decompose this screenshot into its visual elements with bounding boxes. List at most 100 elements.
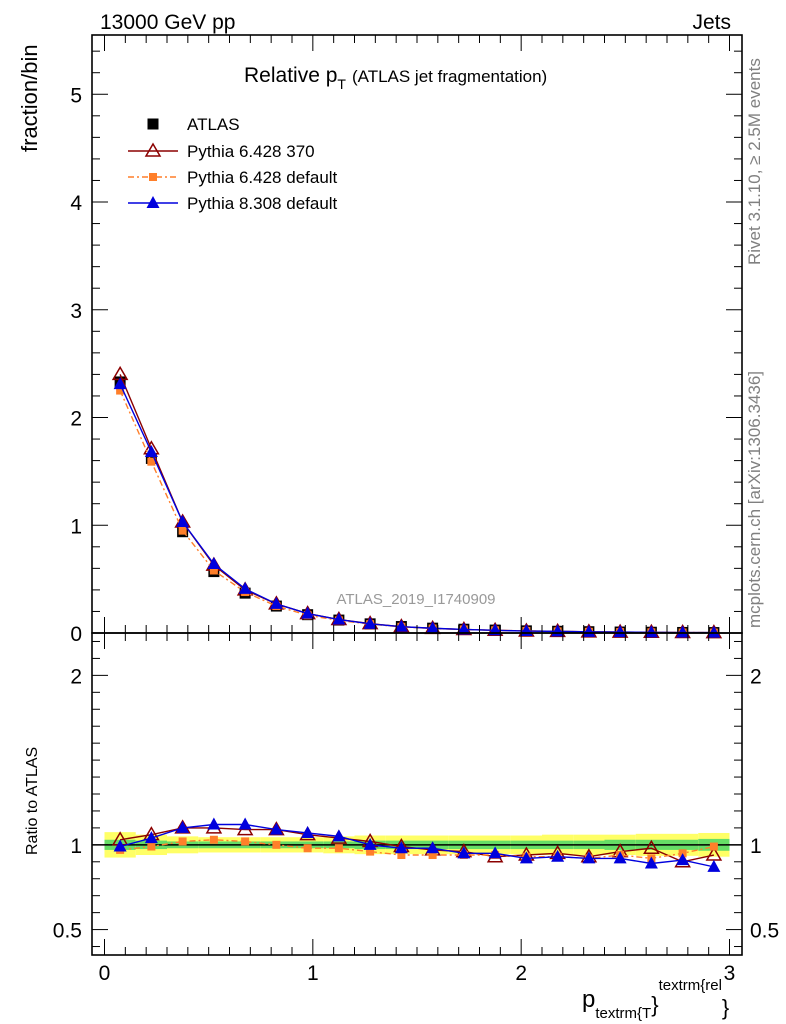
y-tick-label: 4 bbox=[70, 192, 82, 215]
data-point-pythia-6-428-default bbox=[178, 526, 187, 535]
legend-marker bbox=[144, 142, 162, 157]
ratio-line-pythia-6-428-default bbox=[120, 839, 715, 860]
legend-label: Pythia 8.308 default bbox=[187, 194, 338, 213]
data-point-pythia-8-308-default bbox=[269, 596, 283, 609]
x-label-superscript: textrm{rel bbox=[659, 977, 722, 994]
ratio-point-pythia-6-428-default bbox=[303, 844, 312, 853]
data-point-pythia-8-308-default bbox=[394, 619, 408, 632]
ratio-point-pythia-8-308-default bbox=[207, 817, 221, 830]
data-point-pythia-8-308-default bbox=[582, 624, 596, 637]
axis-tick-labels: 0 1 2 3 0 1 2 3 4 5 0.5 0.5 1 1 2 2 bbox=[53, 84, 779, 985]
data-point-pythia-8-308-default bbox=[707, 625, 721, 638]
legend-label: ATLAS bbox=[187, 115, 240, 134]
data-point-pythia-8-308-default bbox=[426, 621, 440, 634]
ratio-tick-label-right: 0.5 bbox=[750, 920, 779, 943]
ratio-point-pythia-8-308-default bbox=[676, 853, 690, 866]
legend-marker bbox=[147, 118, 159, 130]
ratio-point-pythia-8-308-default bbox=[644, 856, 658, 869]
legend-marker bbox=[146, 196, 160, 208]
ratio-point-pythia-6-428-default bbox=[334, 844, 343, 853]
data-point-pythia-8-308-default bbox=[301, 606, 315, 619]
ratio-point-pythia-8-308-default bbox=[457, 846, 471, 859]
ratio-point-pythia-8-308-default bbox=[707, 859, 721, 872]
ratio-plot-frame bbox=[91, 632, 743, 956]
y-tick-label: 2 bbox=[70, 408, 82, 431]
x-label-subscript: textrm{T bbox=[595, 1005, 651, 1022]
ratio-point-pythia-8-308-default bbox=[144, 831, 158, 844]
mcplots-reference-label: mcplots.cern.ch [arXiv:1306.3436] bbox=[745, 371, 764, 628]
header-process-label: Jets bbox=[692, 11, 731, 34]
ratio-point-pythia-8-308-default bbox=[519, 851, 533, 864]
ratio-tick-label-right: 2 bbox=[750, 665, 762, 688]
ratio-point-pythia-8-308-default bbox=[582, 851, 596, 864]
data-point-pythia-8-308-default bbox=[457, 622, 471, 635]
analysis-watermark: ATLAS_2019_I1740909 bbox=[336, 591, 495, 608]
x-label-brace: } bbox=[651, 992, 658, 1017]
legend-label: Pythia 6.428 370 bbox=[187, 142, 315, 161]
ratio-point-pythia-6-428-default bbox=[709, 842, 718, 851]
ratio-point-pythia-8-308-default bbox=[551, 849, 565, 862]
chart-title: Relative pT (ATLAS jet fragmentation) bbox=[244, 64, 547, 92]
ratio-point-pythia-8-308-default bbox=[176, 820, 190, 833]
ratio-point-pythia-8-308-default bbox=[332, 829, 346, 842]
ratio-point-pythia-6-428-default bbox=[178, 837, 187, 846]
data-point-pythia-8-308-default bbox=[207, 557, 221, 570]
x-tick-label: 2 bbox=[515, 962, 527, 985]
ratio-point-pythia-8-308-default bbox=[363, 837, 377, 850]
ratio-point-pythia-8-308-default bbox=[269, 822, 283, 835]
data-point-pythia-8-308-default bbox=[613, 625, 627, 638]
y-axis-label: fraction/bin bbox=[17, 44, 42, 152]
x-axis-label: ptextrm{T}textrm{rel} bbox=[582, 977, 729, 1022]
y-tick-label: 1 bbox=[70, 515, 82, 538]
ratio-point-pythia-6-428-default bbox=[209, 835, 218, 844]
x-label-main: p bbox=[582, 986, 595, 1013]
ratio-line-pythia-8-308-default bbox=[119, 823, 715, 868]
legend-marker bbox=[149, 173, 157, 181]
title-subscript: T bbox=[337, 76, 346, 92]
data-point-pythia-8-308-default bbox=[644, 625, 658, 638]
x-label-brace-2: } bbox=[722, 995, 729, 1020]
title-main: Relative p bbox=[244, 64, 337, 87]
data-point-pythia-8-308-default bbox=[144, 444, 158, 457]
legend: ATLAS Pythia 6.428 370 Pythia 6.428 defaul… bbox=[128, 115, 338, 213]
y-tick-label: 0 bbox=[70, 623, 82, 646]
ratio-point-pythia-6-428-default bbox=[397, 851, 406, 860]
ratio-point-pythia-6-428-370 bbox=[643, 839, 660, 854]
data-point-pythia-8-308-default bbox=[176, 515, 190, 528]
ratio-point-pythia-6-428-default bbox=[241, 837, 250, 846]
legend-label: Pythia 6.428 default bbox=[187, 168, 338, 187]
data-point-pythia-8-308-default bbox=[238, 581, 252, 594]
ratio-y-axis-label: Ratio to ATLAS bbox=[24, 747, 41, 855]
ratio-point-pythia-8-308-default bbox=[426, 841, 440, 854]
axis-ticks bbox=[92, 35, 742, 955]
ratio-point-pythia-6-428-default bbox=[147, 842, 156, 851]
ratio-tick-label: 2 bbox=[70, 665, 82, 688]
y-tick-label: 5 bbox=[70, 84, 82, 107]
title-rest: (ATLAS jet fragmentation) bbox=[352, 67, 547, 86]
ratio-tick-label-right: 1 bbox=[750, 835, 762, 858]
x-tick-label: 1 bbox=[307, 962, 319, 985]
data-point-pythia-8-308-default bbox=[332, 612, 346, 625]
x-tick-label: 3 bbox=[724, 962, 736, 985]
ratio-tick-label: 1 bbox=[70, 835, 82, 858]
ratio-tick-label: 0.5 bbox=[53, 920, 82, 943]
data-point-pythia-8-308-default bbox=[363, 616, 377, 629]
data-point-pythia-8-308-default bbox=[676, 625, 690, 638]
ratio-point-pythia-6-428-default bbox=[428, 851, 437, 860]
ratio-point-pythia-8-308-default bbox=[488, 846, 502, 859]
rivet-version-label: Rivet 3.1.10, ≥ 2.5M events bbox=[745, 58, 764, 265]
ratio-point-pythia-8-308-default bbox=[113, 839, 127, 852]
data-point-pythia-6-428-default bbox=[147, 457, 156, 466]
ratio-point-pythia-6-428-default bbox=[272, 840, 281, 849]
data-series bbox=[111, 365, 723, 872]
data-point-pythia-8-308-default bbox=[113, 377, 127, 390]
header-collision-label: 13000 GeV pp bbox=[100, 11, 235, 34]
data-point-pythia-6-428-default bbox=[116, 386, 125, 395]
ratio-point-pythia-8-308-default bbox=[301, 825, 315, 838]
ratio-point-pythia-8-308-default bbox=[394, 841, 408, 854]
x-tick-label: 0 bbox=[99, 962, 111, 985]
data-point-pythia-6-428-default bbox=[209, 566, 218, 575]
ratio-point-pythia-8-308-default bbox=[613, 851, 627, 864]
ratio-point-pythia-8-308-default bbox=[238, 817, 252, 830]
